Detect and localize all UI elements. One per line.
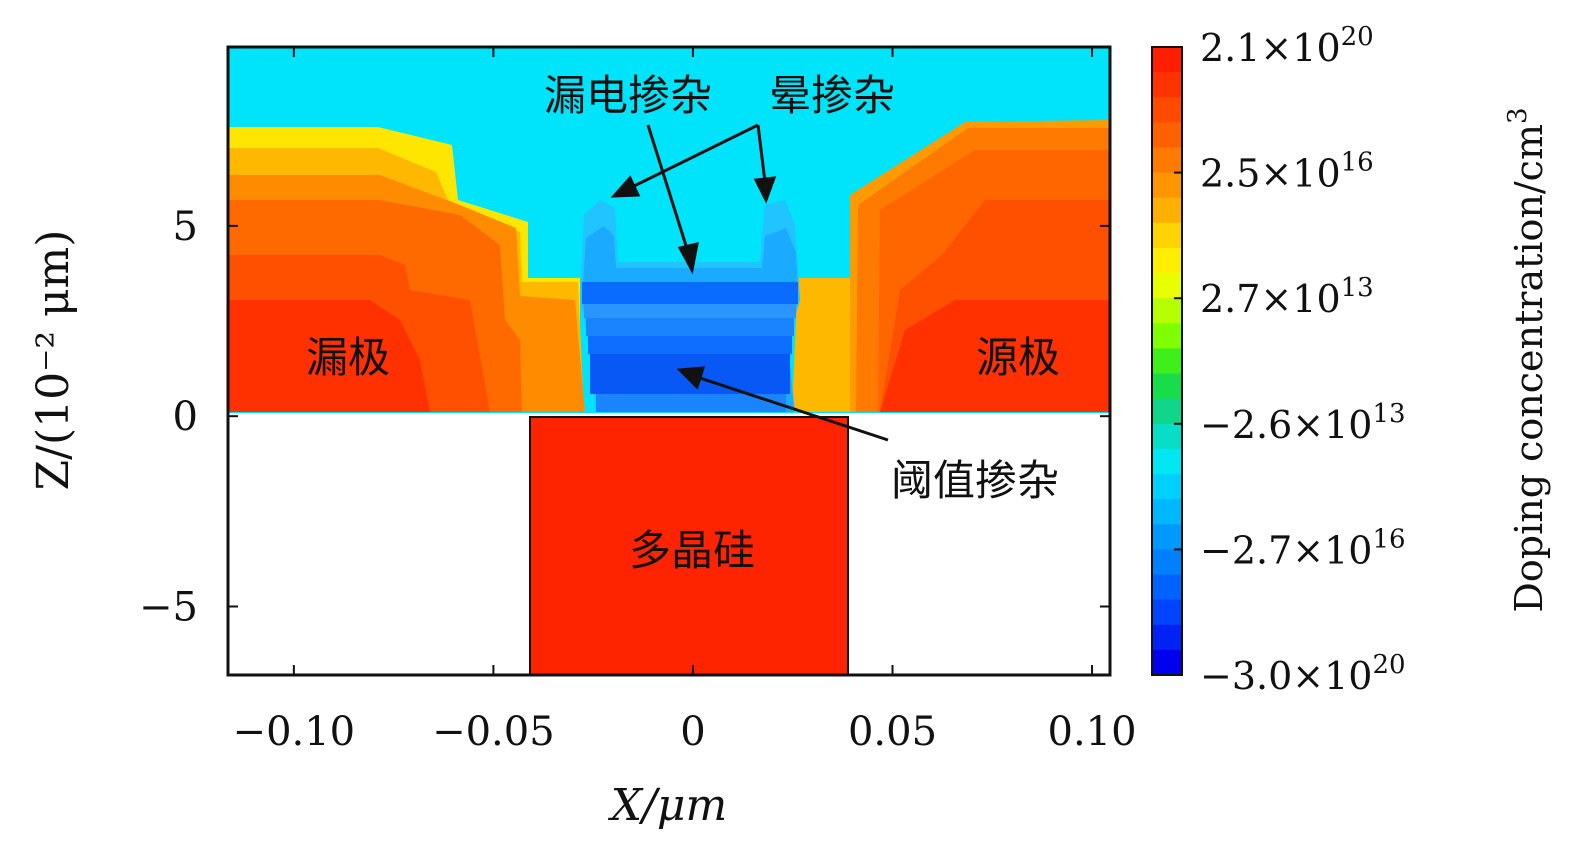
halo-arrow-left-line bbox=[629, 123, 759, 190]
channel-band-2 bbox=[584, 304, 796, 318]
colorbar-label: Doping concentration/cm3 bbox=[1503, 107, 1551, 612]
colorbar-swatch bbox=[1152, 398, 1182, 425]
colorbar-swatch bbox=[1152, 47, 1182, 73]
halo-arrow-right-head bbox=[753, 176, 777, 204]
colorbar-swatch bbox=[1152, 599, 1182, 626]
colorbar-tick-label: −2.6×1013 bbox=[1200, 399, 1406, 447]
plot-frame bbox=[226, 45, 1112, 677]
colorbar-swatch bbox=[1152, 172, 1182, 199]
colorbar-swatch bbox=[1152, 474, 1182, 500]
colorbar-swatch bbox=[1152, 448, 1182, 475]
y-tick-label: 0 bbox=[173, 394, 198, 440]
halo-doping-annotation: 晕掺杂 bbox=[769, 71, 895, 120]
colorbar-swatch bbox=[1152, 147, 1182, 174]
colorbar-swatch bbox=[1152, 323, 1182, 350]
channel-band-3 bbox=[586, 318, 794, 336]
threshold-doping-annotation: 阈值掺杂 bbox=[891, 456, 1059, 505]
colorbar-tick-label: −3.0×1020 bbox=[1200, 650, 1406, 698]
drain-label: 漏极 bbox=[306, 333, 390, 382]
colorbar-swatch bbox=[1152, 649, 1182, 676]
colorbar-swatch bbox=[1152, 348, 1182, 375]
colorbar-tick-mantissa: 2.1×10 bbox=[1200, 26, 1341, 70]
colorbar-swatch bbox=[1152, 122, 1182, 149]
colorbar-ticks: 2.1×10202.5×10162.7×1013−2.6×1013−2.7×10… bbox=[1174, 22, 1406, 698]
x-axis-label: X/μm bbox=[608, 780, 727, 831]
colorbar-swatch bbox=[1152, 624, 1182, 651]
y-axis-label: Z/(10⁻² μm) bbox=[28, 230, 79, 491]
channel-band-4 bbox=[588, 336, 792, 354]
x-tick-label: −0.10 bbox=[233, 709, 356, 755]
colorbar-tick-mantissa: −2.6×10 bbox=[1200, 403, 1372, 447]
colorbar-tick-label: 2.7×1013 bbox=[1200, 273, 1374, 321]
colorbar-label-text: Doping concentration/cm bbox=[1507, 124, 1551, 613]
colorbar-swatch bbox=[1152, 72, 1182, 98]
colorbar-swatch bbox=[1152, 499, 1182, 525]
channel-band-1 bbox=[582, 282, 798, 304]
x-tick-label: 0.05 bbox=[848, 709, 937, 755]
colorbar-swatch bbox=[1152, 574, 1182, 601]
halo-arrow-left-head bbox=[610, 175, 641, 198]
colorbar-tick-label: 2.5×1016 bbox=[1200, 148, 1374, 196]
colorbar-swatch bbox=[1152, 247, 1182, 274]
threshold-arrow-head bbox=[676, 366, 706, 390]
channel-band-6 bbox=[596, 394, 786, 412]
y-tick-label: 5 bbox=[173, 204, 198, 250]
colorbar-tick-mantissa: −2.7×10 bbox=[1200, 528, 1372, 572]
colorbar-tick-exponent: 16 bbox=[1372, 524, 1405, 554]
threshold-arrow-line bbox=[699, 376, 889, 442]
colorbar-swatch bbox=[1152, 97, 1182, 123]
colorbar-swatch bbox=[1152, 549, 1182, 576]
colorbar-swatch bbox=[1152, 298, 1182, 324]
contour-field bbox=[228, 47, 1110, 675]
annotation-arrows bbox=[610, 123, 889, 442]
colorbar bbox=[1152, 47, 1182, 676]
halo-arrow-right-line bbox=[756, 124, 767, 183]
colorbar-swatch bbox=[1152, 373, 1182, 400]
colorbar-tick-exponent: 13 bbox=[1372, 399, 1405, 429]
poly-gate bbox=[529, 416, 849, 675]
colorbar-frame bbox=[1151, 46, 1183, 676]
colorbar-swatch bbox=[1152, 423, 1182, 450]
source-label: 源极 bbox=[976, 333, 1060, 382]
colorbar-tick-exponent: 13 bbox=[1341, 273, 1374, 303]
x-tick-label: 0.10 bbox=[1048, 709, 1137, 755]
x-axis-ticks: −0.10 −0.05 0 0.05 0.10 bbox=[233, 47, 1137, 755]
source-core bbox=[880, 300, 1110, 412]
colorbar-tick-exponent: 20 bbox=[1372, 650, 1405, 680]
colorbar-tick-mantissa: 2.5×10 bbox=[1200, 152, 1341, 196]
colorbar-label-sup: 3 bbox=[1503, 107, 1533, 124]
colorbar-tick-exponent: 16 bbox=[1341, 148, 1374, 178]
colorbar-swatch bbox=[1152, 197, 1182, 224]
colorbar-swatch bbox=[1152, 222, 1182, 249]
leak-doping-annotation: 漏电掺杂 bbox=[544, 71, 712, 120]
colorbar-swatch bbox=[1152, 273, 1182, 299]
leak-arrow-line bbox=[646, 124, 690, 253]
y-tick-label: −5 bbox=[139, 584, 198, 630]
colorbar-tick-exponent: 20 bbox=[1341, 22, 1374, 52]
x-tick-label: −0.05 bbox=[432, 709, 555, 755]
colorbar-swatch bbox=[1152, 524, 1182, 550]
colorbar-tick-mantissa: 2.7×10 bbox=[1200, 277, 1341, 321]
colorbar-tick-mantissa: −3.0×10 bbox=[1200, 654, 1372, 698]
y-axis-ticks: 5 0 −5 bbox=[139, 204, 1110, 630]
colorbar-tick-label: −2.7×1016 bbox=[1200, 524, 1406, 572]
colorbar-tick-label: 2.1×1020 bbox=[1200, 22, 1374, 70]
poly-label: 多晶硅 bbox=[629, 526, 755, 575]
drain-core bbox=[228, 300, 430, 412]
x-tick-label: 0 bbox=[680, 709, 705, 755]
leak-arrow-head bbox=[677, 242, 699, 275]
source-amber-layer bbox=[792, 278, 850, 412]
